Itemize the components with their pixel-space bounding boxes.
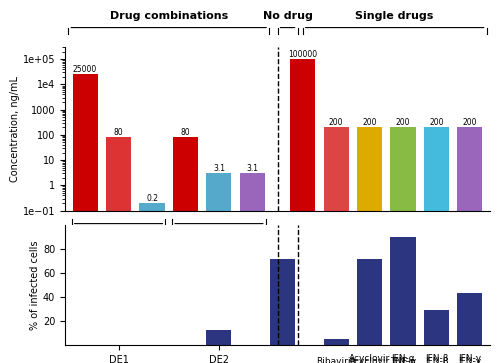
Text: Single drugs: Single drugs: [356, 11, 434, 21]
Text: 25000: 25000: [73, 65, 97, 74]
Text: IFN-γ: IFN-γ: [458, 354, 481, 363]
Bar: [140, 203, 164, 363]
Text: Ribavirin: Ribavirin: [316, 357, 356, 363]
Text: 0.2: 0.2: [146, 194, 158, 203]
Text: 200: 200: [462, 118, 477, 127]
Text: Drug combinations: Drug combinations: [110, 11, 228, 21]
Text: IFN-γ: IFN-γ: [458, 357, 481, 363]
Y-axis label: Concentration, ng/mL: Concentration, ng/mL: [10, 76, 20, 182]
Text: 200: 200: [396, 118, 410, 127]
Text: 3.1: 3.1: [246, 164, 258, 173]
Bar: [206, 173, 232, 363]
Text: DE2: DE2: [209, 232, 229, 242]
Text: 200: 200: [429, 118, 444, 127]
Bar: [390, 127, 415, 363]
Bar: [424, 310, 449, 345]
Text: 80: 80: [180, 128, 190, 137]
Bar: [240, 173, 265, 363]
Text: 100000: 100000: [288, 50, 317, 59]
Bar: [424, 127, 449, 363]
Text: IFN-β: IFN-β: [424, 357, 448, 363]
Bar: [106, 137, 131, 363]
Bar: [72, 74, 98, 363]
Text: DE1: DE1: [108, 232, 128, 242]
Bar: [458, 127, 482, 363]
Text: Acyclovir: Acyclovir: [349, 357, 390, 363]
Bar: [390, 237, 415, 345]
Bar: [357, 258, 382, 345]
Text: IFN-β: IFN-β: [424, 354, 448, 363]
Bar: [270, 258, 295, 345]
Text: 200: 200: [362, 118, 377, 127]
Text: 200: 200: [329, 118, 344, 127]
Text: IFN-α: IFN-α: [391, 354, 415, 363]
Bar: [458, 293, 482, 345]
Text: IFN-α: IFN-α: [391, 357, 415, 363]
Bar: [324, 127, 348, 363]
Text: 3.1: 3.1: [213, 164, 225, 173]
Bar: [357, 127, 382, 363]
Y-axis label: % of infected cells: % of infected cells: [30, 240, 40, 330]
Text: 80: 80: [114, 128, 124, 137]
Bar: [206, 330, 232, 345]
Text: Acyclovir: Acyclovir: [349, 354, 390, 363]
Bar: [173, 137, 198, 363]
Bar: [290, 59, 315, 363]
Bar: [324, 339, 348, 345]
Text: TNF-α: TNF-α: [390, 357, 416, 363]
Text: No drug: No drug: [262, 11, 312, 21]
